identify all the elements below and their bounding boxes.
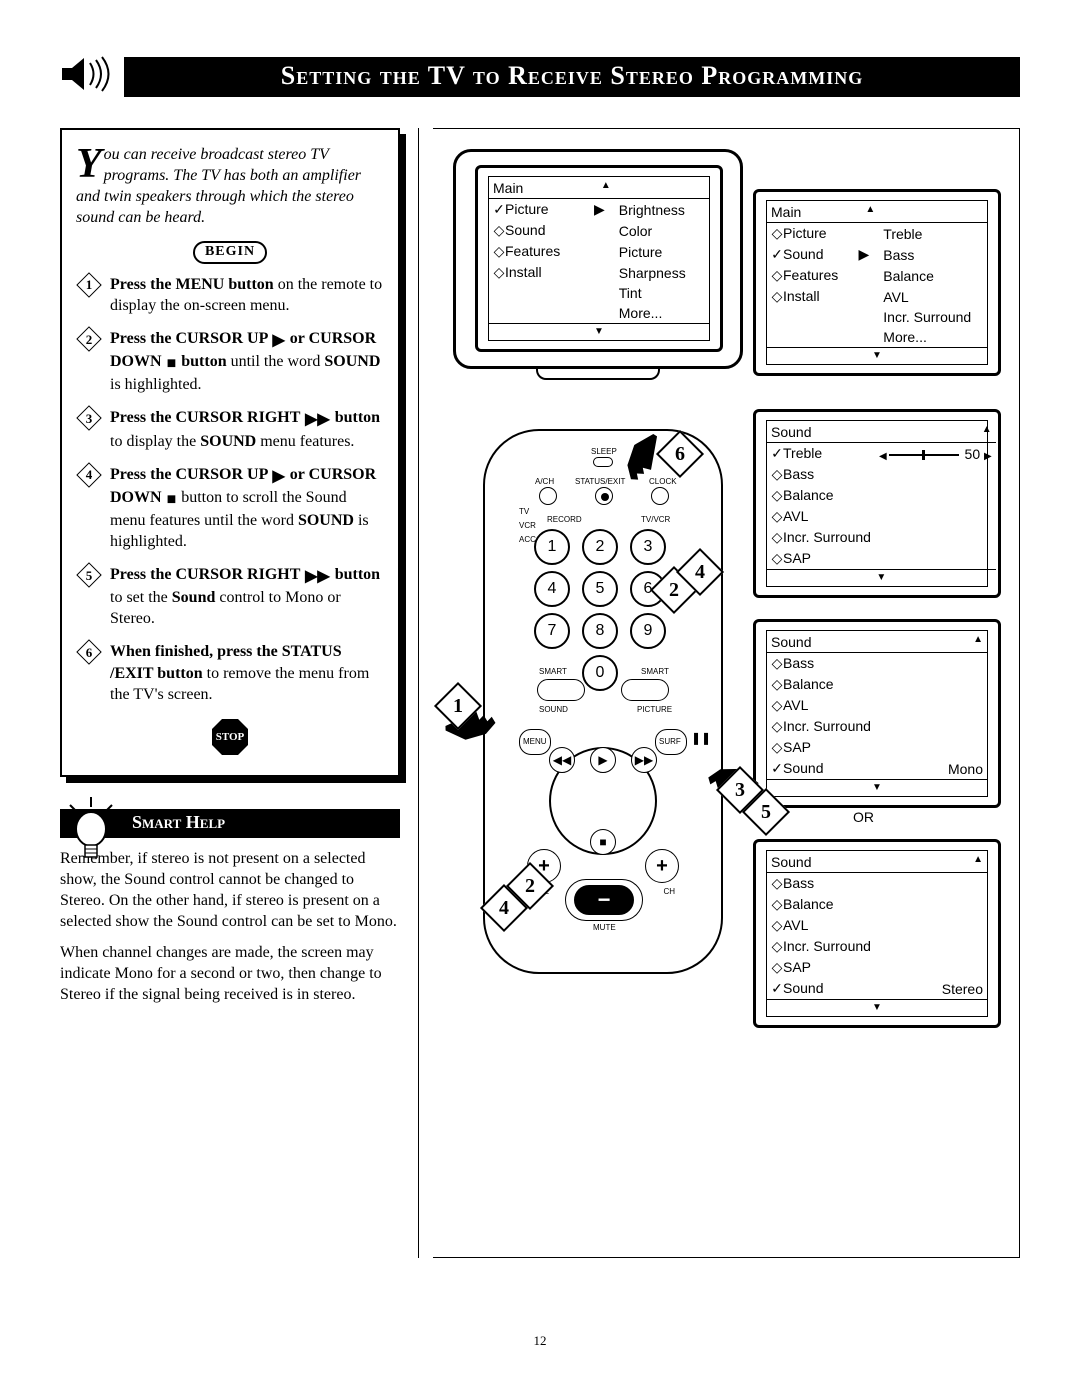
begin-pill: BEGIN	[193, 241, 267, 263]
osd-panel-sound-mono: Sound▲ ◇Bass◇Balance◇AVL◇Incr. Surround◇…	[753, 619, 1001, 808]
remote-control-illustration: SLEEP A/CH STATUS/EXIT CLOCK TV VCR ACC …	[483, 429, 723, 974]
step-1: 1Press the MENU button on the remote to …	[76, 274, 384, 316]
illustration-frame: Main▲ ✓Picture▶Brightness◇SoundColor◇Fea…	[433, 128, 1020, 1258]
lbl-smart-r: SMART	[641, 667, 669, 676]
lbl-smart-l: SMART	[539, 667, 567, 676]
cursor-pad: ▶ ◀◀ ▶▶ ■	[549, 747, 657, 855]
stop-text: STOP	[216, 730, 245, 745]
stop-badge: STOP	[210, 717, 250, 757]
dropcap: Y	[76, 146, 102, 182]
callout-4: 4	[679, 551, 721, 593]
page-title: Setting the TV to Receive Stereo Program…	[124, 57, 1020, 97]
osd-panel-main-picture: Main▲ ✓Picture▶Brightness◇SoundColor◇Fea…	[475, 165, 723, 352]
lbl-menu: MENU	[523, 737, 547, 746]
lbl-picture: PICTURE	[637, 705, 672, 714]
lbl-tvvcr: TV/VCR	[641, 515, 670, 524]
step-3: 3Press the CURSOR RIGHT ▶▶ button to dis…	[76, 407, 384, 451]
smart-help-title: Smart Help	[132, 812, 225, 832]
speaker-icon	[60, 55, 112, 98]
lbl-ch: CH	[663, 887, 675, 896]
page-number: 12	[534, 1333, 547, 1349]
smart-help-p2: When channel changes are made, the scree…	[60, 942, 400, 1005]
callout-1: 1	[437, 685, 479, 727]
instruction-box: You can receive broadcast stereo TV prog…	[60, 128, 400, 777]
callout-6: 6	[659, 433, 701, 475]
lbl-surf: SURF	[659, 737, 681, 746]
callout-4b: 4	[483, 887, 525, 929]
step-6: 6When finished, press the STATUS /EXIT b…	[76, 641, 384, 704]
callout-5: 5	[745, 791, 787, 833]
lbl-ach: A/CH	[535, 477, 554, 486]
lbl-mute: MUTE	[593, 923, 616, 932]
intro-rest: ou can receive broadcast stereo TV progr…	[76, 146, 361, 226]
smart-help-box: Smart Help Remember, if stereo is not pr…	[60, 809, 400, 1006]
lbl-sound: SOUND	[539, 705, 568, 714]
intro-paragraph: You can receive broadcast stereo TV prog…	[76, 144, 384, 228]
step-2: 2Press the CURSOR UP ▶ or CURSOR DOWN ■ …	[76, 328, 384, 395]
osd-panel-sound-stereo: Sound▲ ◇Bass◇Balance◇AVL◇Incr. Surround◇…	[753, 839, 1001, 1028]
osd-panel-sound-treble: Sound▲ ✓Treble◀ 50 ▶◇Bass◇Balance◇AVL◇In…	[753, 409, 1001, 598]
lbl-tv: TV	[519, 507, 529, 516]
lbl-record: RECORD	[547, 515, 582, 524]
lightbulb-icon	[56, 795, 126, 865]
osd-panel-main-sound: Main▲ ◇PictureTreble✓Sound▶Bass◇Features…	[753, 189, 1001, 376]
step-5: 5Press the CURSOR RIGHT ▶▶ button to set…	[76, 564, 384, 629]
lbl-status: STATUS/EXIT	[575, 477, 625, 486]
or-label: OR	[853, 809, 874, 825]
step-4: 4Press the CURSOR UP ▶ or CURSOR DOWN ■ …	[76, 464, 384, 552]
